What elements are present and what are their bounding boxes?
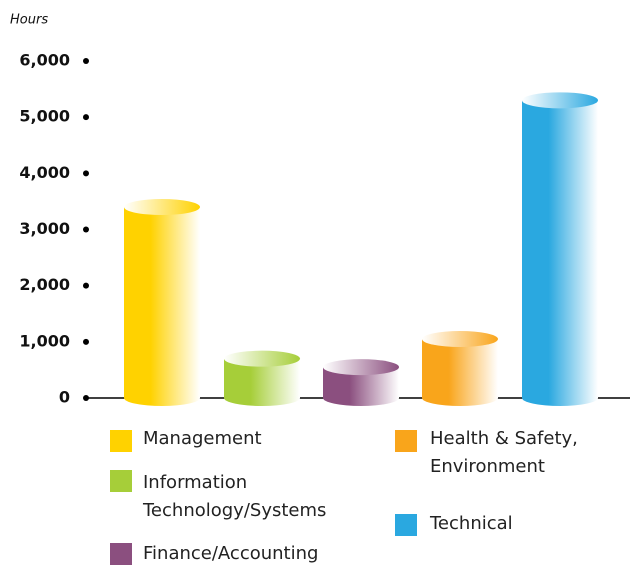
y-tick-label: 6,000 [19, 51, 70, 70]
legend-swatch [395, 430, 417, 452]
y-tick-label: 5,000 [19, 107, 70, 126]
legend-swatch [110, 543, 132, 565]
legend-label: Finance/Accounting [143, 543, 319, 564]
bar [522, 100, 598, 399]
legend-label: Health & Safety, Environment [430, 428, 578, 477]
bar-top [422, 331, 498, 348]
legend-label: Management [143, 428, 262, 449]
y-tick [83, 338, 89, 345]
bar [124, 207, 200, 398]
legend-label: Information Technology/Systems [143, 472, 327, 521]
y-tick [83, 170, 89, 177]
legend-swatch [110, 470, 132, 492]
y-axis-label: Hours [10, 13, 48, 28]
bar-top [522, 92, 598, 109]
y-tick [83, 58, 89, 64]
legend-swatch [110, 430, 132, 452]
y-tick [83, 114, 89, 121]
y-tick-label: 3,000 [19, 219, 70, 238]
bar-top [224, 350, 300, 367]
y-tick-label: 4,000 [19, 163, 70, 182]
legend-swatch [395, 514, 417, 536]
y-tick-label: 0 [59, 388, 70, 407]
y-tick [83, 226, 89, 233]
bar-top [323, 359, 399, 376]
bar-top [124, 199, 200, 216]
y-tick-label: 2,000 [19, 275, 70, 294]
y-tick [83, 282, 89, 289]
y-tick [83, 395, 89, 401]
bar [422, 339, 498, 398]
legend-label: Technical [430, 513, 513, 534]
y-tick-label: 1,000 [19, 331, 70, 350]
